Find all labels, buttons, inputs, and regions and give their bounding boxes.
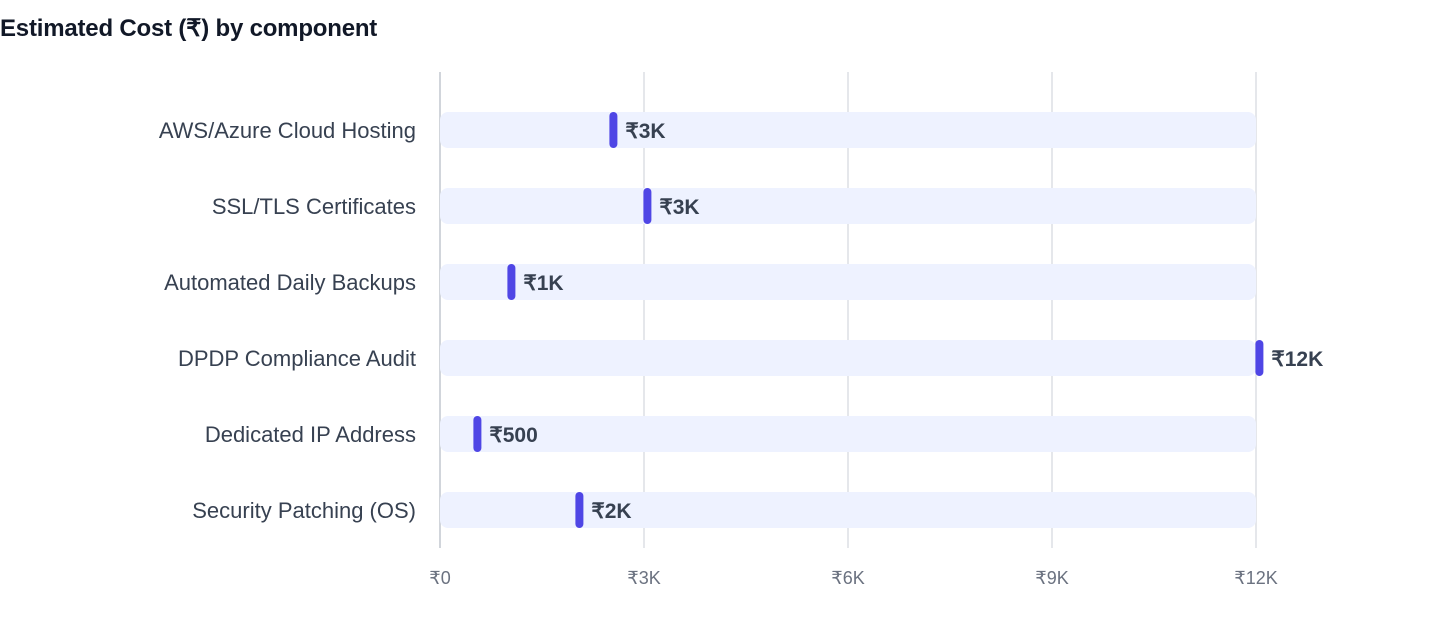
- x-tick-label: ₹3K: [627, 568, 660, 588]
- value-label: ₹2K: [591, 500, 631, 523]
- value-marker: [609, 112, 618, 148]
- x-tick-label: ₹12K: [1234, 568, 1277, 588]
- category-label: Security Patching (OS): [192, 498, 416, 523]
- value-label: ₹1K: [523, 272, 563, 295]
- value-label: ₹500: [489, 424, 537, 447]
- value-marker: [575, 492, 584, 528]
- x-tick-label: ₹6K: [831, 568, 864, 588]
- category-label: Automated Daily Backups: [164, 270, 416, 295]
- value-marker: [473, 416, 482, 452]
- bar-track: [440, 340, 1256, 376]
- chart-title: Estimated Cost (₹) by component: [0, 15, 378, 42]
- value-marker: [1255, 340, 1264, 376]
- category-label: SSL/TLS Certificates: [212, 194, 416, 219]
- bar-track: [440, 264, 1256, 300]
- bar-track: [440, 416, 1256, 452]
- category-label: Dedicated IP Address: [205, 422, 416, 447]
- value-label: ₹3K: [625, 120, 665, 143]
- value-marker: [507, 264, 516, 300]
- x-tick-label: ₹9K: [1035, 568, 1068, 588]
- category-label: DPDP Compliance Audit: [178, 346, 416, 371]
- value-label: ₹12K: [1271, 348, 1323, 371]
- grid-lines: [439, 72, 1257, 548]
- bar-track: [440, 492, 1256, 528]
- bar-track: [440, 188, 1256, 224]
- value-label: ₹3K: [659, 196, 699, 219]
- category-label: AWS/Azure Cloud Hosting: [159, 118, 416, 143]
- x-tick-label: ₹0: [429, 568, 450, 588]
- bar-track: [440, 112, 1256, 148]
- value-marker: [643, 188, 652, 224]
- bars: AWS/Azure Cloud Hosting ₹3K SSL/TLS Certif…: [159, 112, 1323, 528]
- x-axis: ₹0 ₹3K ₹6K ₹9K ₹12K: [429, 568, 1277, 588]
